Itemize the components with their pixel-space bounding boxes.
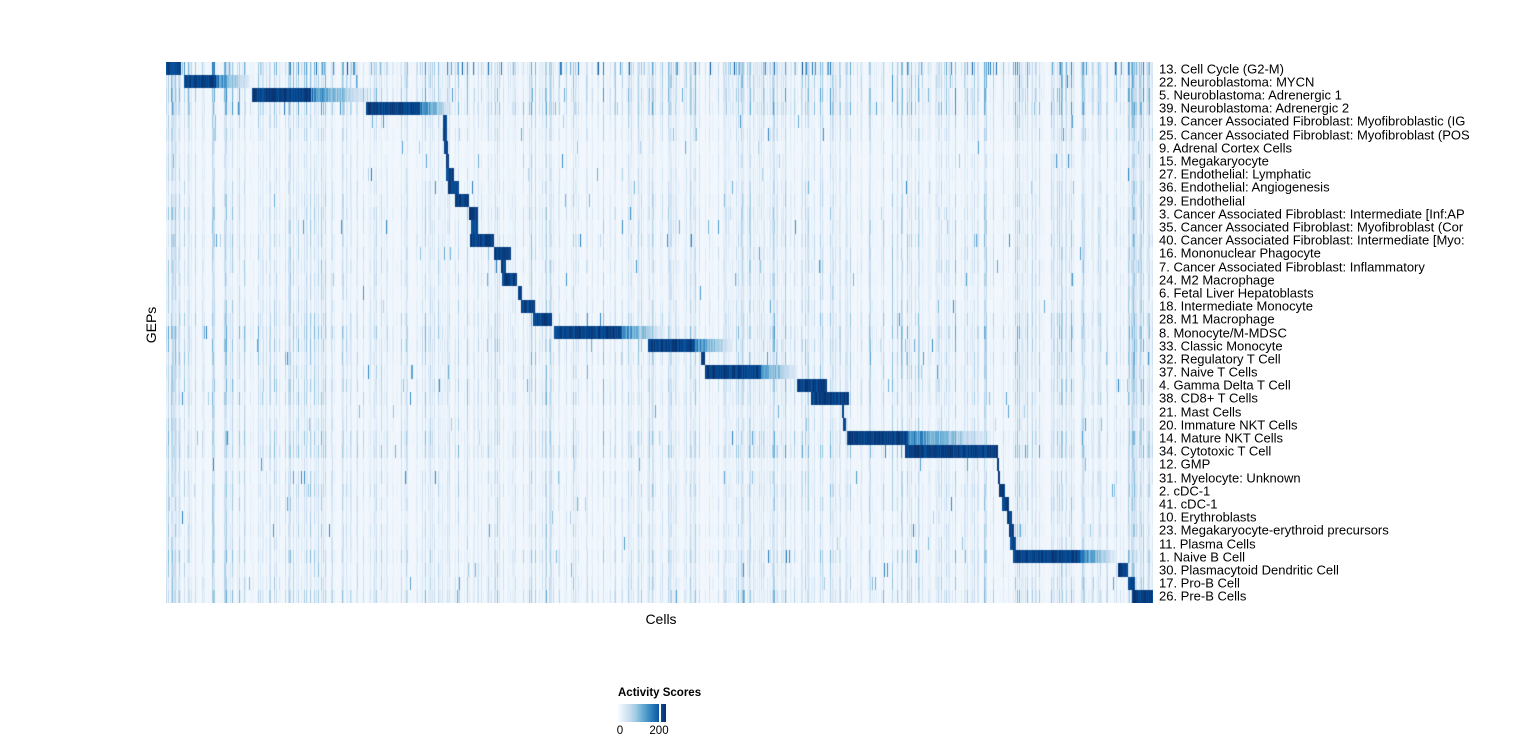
- heatmap-row-label: 9. Adrenal Cortex Cells: [1159, 140, 1292, 156]
- heatmap-row-label: 36. Endothelial: Angiogenesis: [1159, 179, 1330, 195]
- heatmap-row-label: 2. cDC-1: [1159, 483, 1211, 499]
- heatmap-row-label: 11. Plasma Cells: [1159, 536, 1256, 552]
- colorbar-label-min: 0: [616, 725, 624, 737]
- heatmap-row-label: 32. Regulatory T Cell: [1159, 351, 1281, 367]
- heatmap-row-label: 31. Myelocyte: Unknown: [1159, 470, 1301, 486]
- heatmap-row-label: 18. Intermediate Monocyte: [1159, 298, 1313, 314]
- heatmap-row-label: 3. Cancer Associated Fibroblast: Interme…: [1159, 206, 1465, 222]
- heatmap-row-label: 15. Megakaryocyte: [1159, 153, 1269, 169]
- heatmap-row-label: 1. Naive B Cell: [1159, 549, 1245, 565]
- heatmap-row-label: 14. Mature NKT Cells: [1159, 430, 1284, 446]
- heatmap-row-label: 20. Immature NKT Cells: [1159, 417, 1298, 433]
- colorbar-label-max: 200: [649, 725, 669, 737]
- heatmap-row-label: 38. CD8+ T Cells: [1159, 390, 1258, 406]
- legend-title: Activity Scores: [618, 687, 702, 699]
- heatmap-row-label: 33. Classic Monocyte: [1159, 338, 1283, 354]
- heatmap-row-label: 6. Fetal Liver Hepatoblasts: [1159, 285, 1314, 301]
- heatmap-row-label: 4. Gamma Delta T Cell: [1159, 377, 1291, 393]
- heatmap-row-label: 25. Cancer Associated Fibroblast: Myofib…: [1159, 127, 1470, 143]
- heatmap-row-label: 26. Pre-B Cells: [1159, 588, 1247, 604]
- heatmap-row-label: 28. M1 Macrophage: [1159, 311, 1275, 327]
- heatmap-row-label: 12. GMP: [1159, 456, 1211, 472]
- heatmap-row-label: 39. Neuroblastoma: Adrenergic 2: [1159, 100, 1350, 116]
- heatmap-row-label: 41. cDC-1: [1159, 496, 1218, 512]
- heatmap-row-label: 5. Neuroblastoma: Adrenergic 1: [1159, 87, 1342, 103]
- heatmap-row-label: 19. Cancer Associated Fibroblast: Myofib…: [1159, 113, 1466, 129]
- heatmap-row-label: 37. Naive T Cells: [1159, 364, 1258, 380]
- heatmap-row-label: 40. Cancer Associated Fibroblast: Interm…: [1159, 232, 1465, 248]
- heatmap-row-label: 29. Endothelial: [1159, 193, 1246, 209]
- heatmap-row-label: 35. Cancer Associated Fibroblast: Myofib…: [1159, 219, 1464, 235]
- colorbar-tick-200: [659, 704, 661, 722]
- heatmap-row-label: 34. Cytotoxic T Cell: [1159, 443, 1272, 459]
- colorbar-gradient: [618, 704, 666, 722]
- heatmap-row-label: 13. Cell Cycle (G2-M): [1159, 61, 1284, 77]
- heatmap-row-label: 30. Plasmacytoid Dendritic Cell: [1159, 562, 1339, 578]
- heatmap-row-label: 21. Mast Cells: [1159, 404, 1242, 420]
- heatmap-row-label: 16. Mononuclear Phagocyte: [1159, 245, 1321, 261]
- heatmap-row-label: 24. M2 Macrophage: [1159, 272, 1275, 288]
- x-axis-label: Cells: [645, 611, 677, 627]
- heatmap-row-label: 10. Erythroblasts: [1159, 509, 1257, 525]
- colorbar-legend: Activity Scores 0 200: [616, 687, 758, 743]
- heatmap-row-label: 8. Monocyte/M-MDSC: [1159, 325, 1287, 340]
- heatmap-row-label: 7. Cancer Associated Fibroblast: Inflamm…: [1159, 259, 1425, 275]
- heatmap-row-label: 22. Neuroblastoma: MYCN: [1159, 74, 1315, 90]
- heatmap-canvas: [166, 62, 1153, 603]
- heatmap-row-label: 17. Pro-B Cell: [1159, 575, 1240, 591]
- y-axis-label: GEPs: [143, 306, 159, 344]
- heatmap-row-label: 27. Endothelial: Lymphatic: [1159, 166, 1312, 182]
- heatmap-row-label: 23. Megakaryocyte-erythroid precursors: [1159, 522, 1389, 538]
